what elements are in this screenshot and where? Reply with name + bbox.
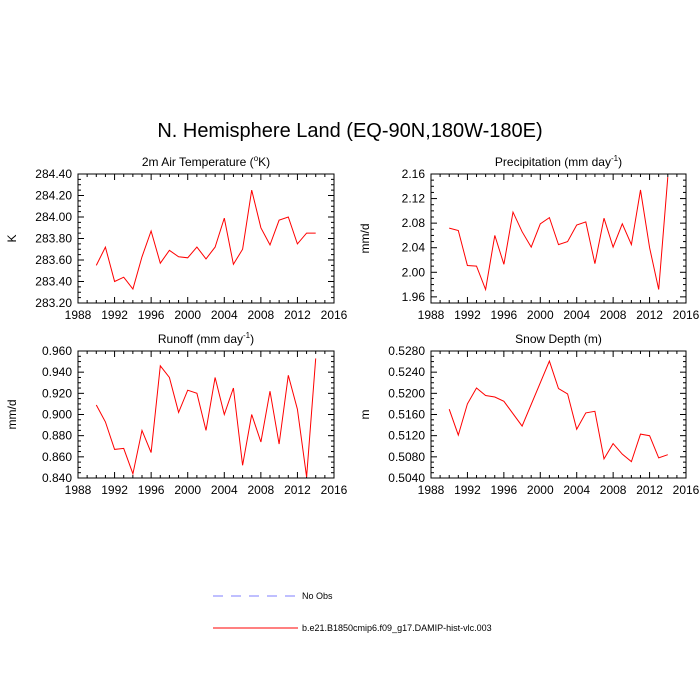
y-tick-label: 0.880 [42, 429, 72, 443]
x-tick-label: 2016 [673, 483, 700, 497]
panel-title-end: ) [618, 155, 622, 169]
y-tick-label: 2.04 [402, 241, 426, 255]
y-tick-label: 2.08 [402, 216, 426, 230]
legend: No Obs b.e21.B1850cmip6.f09_g17.DAMIP-his… [213, 591, 492, 633]
x-tick-label: 2012 [284, 308, 311, 322]
x-tick-label: 2004 [563, 483, 590, 497]
y-tick-label: 284.40 [35, 167, 72, 181]
panel-title-superscript: -1 [243, 331, 251, 340]
y-tick-label: 284.00 [35, 210, 72, 224]
chart-panel-3: Runoff (mm day-1) mm/d 1988 1992 1996 2000 200… [5, 331, 348, 497]
chart-panel-4: Snow Depth (m) m 1988 1992 1996 2000 2004 2008 2… [358, 332, 700, 497]
panel-title: 2m Air Temperature (oK) [142, 154, 270, 169]
x-tick-label: 2016 [321, 308, 348, 322]
series-line [95, 358, 317, 477]
x-tick-label: 2008 [600, 483, 627, 497]
panel-title-main: Runoff (mm day [158, 332, 243, 346]
legend-label: b.e21.B1850cmip6.f09_g17.DAMIP-hist-vlc.… [302, 623, 492, 633]
x-tick-label: 2016 [321, 483, 348, 497]
y-tick-label: 0.940 [42, 365, 72, 379]
y-axis-label: mm/d [358, 224, 372, 254]
x-tick-label: 2004 [211, 483, 238, 497]
x-tick-label: 2004 [211, 308, 238, 322]
y-tick-label: 284.20 [35, 189, 72, 203]
y-tick-label: 283.80 [35, 232, 72, 246]
x-tick-label: 1992 [454, 483, 481, 497]
x-tick-label: 2000 [174, 308, 201, 322]
y-tick-label: 0.960 [42, 344, 72, 358]
y-tick-label: 0.5200 [388, 386, 425, 400]
x-tick-label: 2004 [563, 308, 590, 322]
x-tick-label: 2008 [600, 308, 627, 322]
chart-panel-1: 2m Air Temperature (oK) K 1988 1992 1996 2000… [5, 154, 348, 322]
y-tick-label: 0.5120 [388, 429, 425, 443]
y-tick-label: 2.00 [402, 265, 426, 279]
x-tick-label: 1996 [138, 483, 165, 497]
panel-title-main: Snow Depth (m) [515, 332, 602, 346]
x-tick-label: 1992 [454, 308, 481, 322]
legend-label: No Obs [302, 591, 333, 601]
y-tick-label: 0.5040 [388, 471, 425, 485]
x-tick-label: 1992 [101, 483, 128, 497]
x-tick-label: 1996 [138, 308, 165, 322]
panel-title-end: K) [258, 155, 270, 169]
x-tick-label: 1992 [101, 308, 128, 322]
x-tick-label: 1988 [418, 308, 445, 322]
panel-title-end: ) [250, 332, 254, 346]
y-tick-label: 0.5240 [388, 365, 425, 379]
y-tick-label: 283.20 [35, 296, 72, 310]
series-line [449, 177, 669, 292]
series-line [448, 359, 668, 463]
x-tick-label: 2008 [248, 483, 275, 497]
y-tick-label: 1.96 [402, 290, 426, 304]
x-tick-label: 2012 [636, 308, 663, 322]
x-tick-label: 2012 [284, 483, 311, 497]
y-tick-label: 283.40 [35, 275, 72, 289]
y-tick-label: 0.5280 [388, 344, 425, 358]
plot-frame [430, 350, 687, 479]
x-tick-label: 2000 [527, 483, 554, 497]
y-tick-label: 2.16 [402, 167, 426, 181]
panel-title-superscript: -1 [611, 154, 619, 163]
panel-title: Snow Depth (m) [515, 332, 602, 346]
x-tick-label: 1996 [491, 308, 518, 322]
panel-title: Precipitation (mm day-1) [495, 154, 622, 169]
y-axis-label: mm/d [5, 400, 19, 430]
chart-panel-2: Precipitation (mm day-1) mm/d 1988 1992 1996… [358, 154, 700, 322]
series-line [95, 189, 316, 291]
y-tick-label: 0.860 [42, 450, 72, 464]
panel-title-superscript: o [254, 154, 259, 163]
x-tick-label: 1988 [418, 483, 445, 497]
x-tick-label: 1988 [65, 308, 92, 322]
y-tick-label: 0.840 [42, 471, 72, 485]
panel-title-main: 2m Air Temperature ( [142, 155, 254, 169]
x-tick-label: 1988 [65, 483, 92, 497]
x-tick-label: 2000 [527, 308, 554, 322]
x-tick-label: 1996 [491, 483, 518, 497]
x-tick-label: 2008 [248, 308, 275, 322]
panel-title-main: Precipitation (mm day [495, 155, 611, 169]
y-axis-label: m [358, 410, 372, 420]
x-tick-label: 2012 [636, 483, 663, 497]
panel-title: Runoff (mm day-1) [158, 331, 254, 346]
y-tick-label: 2.12 [402, 192, 426, 206]
x-tick-label: 2016 [673, 308, 700, 322]
figure-title: N. Hemisphere Land (EQ-90N,180W-180E) [157, 120, 543, 142]
y-tick-label: 0.5080 [388, 450, 425, 464]
plot-frame [77, 350, 335, 479]
y-tick-label: 0.5160 [388, 408, 425, 422]
y-axis-label: K [5, 234, 19, 242]
x-tick-label: 2000 [174, 483, 201, 497]
y-tick-label: 0.920 [42, 386, 72, 400]
y-tick-label: 283.60 [35, 253, 72, 267]
y-tick-label: 0.900 [42, 408, 72, 422]
